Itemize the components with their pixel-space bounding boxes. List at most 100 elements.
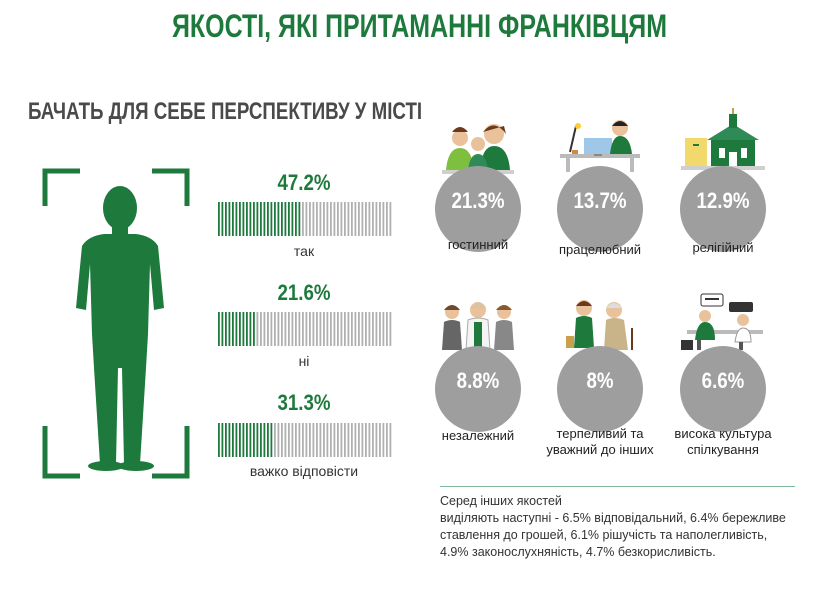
bar-stripe	[298, 202, 301, 236]
quality-value: 8%	[586, 368, 614, 393]
bar-stripe	[305, 202, 308, 236]
quality-card: 13.7% працелюбний	[540, 108, 660, 268]
bar-stripe	[232, 423, 234, 457]
bar-stripe	[382, 423, 385, 457]
bar-stripe	[330, 312, 332, 346]
bar-stripe	[323, 202, 325, 236]
bar-stripe	[305, 423, 308, 457]
conversation-icon	[681, 293, 763, 350]
bar-stripe	[333, 202, 336, 236]
bar-stripe	[249, 202, 252, 236]
bar-stripe	[389, 202, 392, 236]
quality-label: релігійний	[692, 240, 754, 255]
bar-value-label: 47.2%	[277, 170, 331, 195]
bar-stripe	[386, 423, 388, 457]
bar-stripe	[249, 423, 252, 457]
bar-stripe	[330, 202, 332, 236]
bar-stripe	[361, 202, 364, 236]
quality-card: 8% терпеливий та уважний до інших	[540, 288, 660, 457]
bar-stripe	[242, 202, 245, 236]
bar-stripe	[246, 312, 248, 346]
bar-stripe	[253, 312, 255, 346]
bar-stripe	[242, 312, 245, 346]
bar-stripe	[281, 423, 283, 457]
bar-stripe	[337, 312, 339, 346]
perspective-bar-chart	[218, 202, 392, 457]
bar-stripe	[344, 312, 346, 346]
elderly-help-icon	[566, 300, 633, 350]
bar-stripe	[309, 312, 311, 346]
bar-stripe	[228, 312, 231, 346]
bar-stripe	[302, 312, 304, 346]
value-circle	[435, 166, 521, 252]
group-people-icon	[442, 302, 514, 351]
bar-stripe	[379, 202, 381, 236]
quality-label: працелюбний	[558, 242, 642, 257]
bar-stripe	[253, 202, 255, 236]
bar-stripe	[288, 423, 290, 457]
bar-stripe	[337, 202, 339, 236]
bar-stripe	[386, 312, 388, 346]
bar-stripe	[284, 423, 287, 457]
quality-value: 8.8%	[456, 368, 500, 393]
bar-stripe	[295, 202, 297, 236]
quality-card: 8.8% незалежний	[418, 288, 538, 448]
bar-stripe	[323, 423, 325, 457]
bar-stripe	[375, 423, 378, 457]
bar-stripe	[372, 423, 374, 457]
quality-card: 6.6% висока культура спілкування	[663, 288, 783, 457]
bar-stripe	[291, 423, 294, 457]
bar-2	[218, 312, 392, 346]
bar-value-label: 31.3%	[277, 390, 331, 415]
bar-stripe	[312, 202, 315, 236]
bar-stripe	[382, 202, 385, 236]
note-body: виділяють наступні - 6.5% відповідальний…	[440, 511, 786, 559]
bar-stripe	[218, 423, 220, 457]
bar-stripe	[295, 312, 297, 346]
bar-stripe	[235, 202, 238, 236]
bar-stripe	[249, 312, 252, 346]
bar-stripe	[270, 423, 273, 457]
bar-stripe	[260, 423, 262, 457]
bar-stripe	[281, 202, 283, 236]
bar-stripe	[218, 312, 220, 346]
bar-stripe	[263, 312, 266, 346]
bar-3	[218, 423, 392, 457]
bar-stripe	[256, 202, 259, 236]
bar-stripe	[368, 423, 371, 457]
page-title: ЯКОСТІ, ЯКІ ПРИТАМАННІ ФРАНКІВЦЯМ	[171, 8, 668, 44]
bar-stripe	[218, 202, 220, 236]
bar-value-label: 21.6%	[277, 280, 331, 305]
bar-stripe	[358, 423, 360, 457]
church-icon	[681, 108, 765, 170]
bar-stripe	[274, 423, 276, 457]
bar-stripe	[340, 202, 343, 236]
bar-stripe	[326, 312, 329, 346]
bar-stripe	[277, 202, 280, 236]
bar-stripe	[319, 202, 322, 236]
bar-stripe	[288, 312, 290, 346]
bar-stripe	[284, 202, 287, 236]
bar-stripe	[302, 202, 304, 236]
quality-label: висока культура спілкування	[674, 426, 772, 457]
quality-label: терпеливий та уважний до інших	[546, 426, 654, 457]
bar-stripe	[277, 312, 280, 346]
bar-stripe	[337, 423, 339, 457]
bar-stripe	[274, 312, 276, 346]
bar-stripe	[333, 423, 336, 457]
bar-stripe	[326, 202, 329, 236]
bar-stripe	[263, 423, 266, 457]
bar-stripe	[354, 312, 357, 346]
bar-stripe	[365, 423, 367, 457]
value-circle	[435, 346, 521, 432]
quality-card: 21.3% гостинний	[418, 108, 538, 268]
bar-stripe	[312, 312, 315, 346]
value-circle	[557, 346, 643, 432]
bar-stripe	[253, 423, 255, 457]
bar-1	[218, 202, 392, 236]
note-heading: Серед інших якостей	[440, 494, 562, 508]
bar-stripe	[309, 423, 311, 457]
bar-stripe	[270, 312, 273, 346]
bar-stripe	[347, 423, 350, 457]
bar-stripe	[232, 312, 234, 346]
